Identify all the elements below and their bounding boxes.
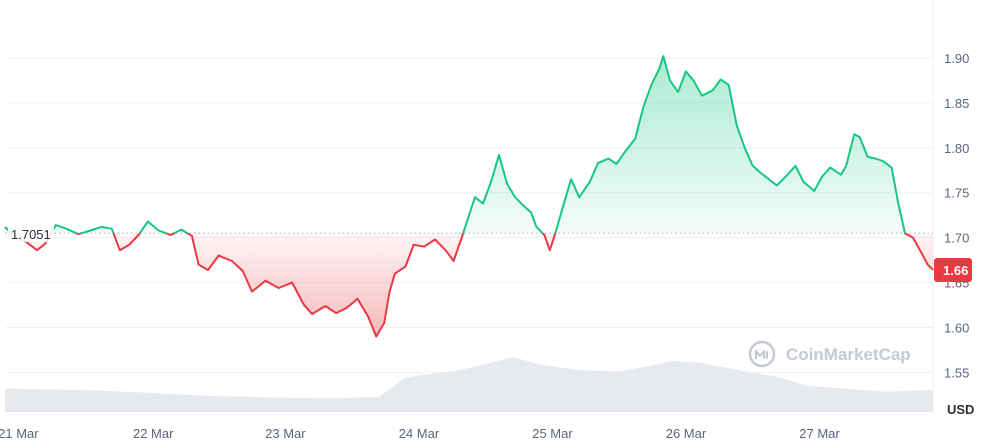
up-fill (5, 56, 905, 234)
volume-area-shape (5, 356, 933, 412)
y-tick-label: 1.70 (944, 231, 969, 246)
x-tick-label: 23 Mar (265, 426, 306, 441)
watermark-text: CoinMarketCap (786, 345, 911, 364)
reference-price-label: 1.7051 (8, 225, 54, 243)
x-tick-label: 22 Mar (133, 426, 174, 441)
currency-label: USD (947, 402, 974, 417)
coinmarketcap-logo-icon (748, 340, 776, 368)
y-tick-label: 1.75 (944, 186, 969, 201)
current-price-text: 1.66 (943, 263, 968, 278)
x-tick-label: 25 Mar (532, 426, 573, 441)
x-tick-label: 21 Mar (0, 426, 39, 441)
price-fill (5, 56, 933, 337)
y-tick-label: 1.55 (944, 365, 969, 380)
y-tick-label: 1.60 (944, 321, 969, 336)
y-tick-label: 1.80 (944, 141, 969, 156)
price-line (4, 55, 934, 338)
watermark: CoinMarketCap (748, 340, 911, 368)
x-tick-label: 24 Mar (399, 426, 440, 441)
volume-area (5, 356, 933, 412)
y-tick-label: 1.90 (944, 51, 969, 66)
up-line (4, 55, 907, 234)
x-tick-label: 26 Mar (666, 426, 707, 441)
reference-price-text: 1.7051 (11, 227, 51, 242)
y-tick-label: 1.85 (944, 96, 969, 111)
grid-lines (5, 0, 934, 412)
x-tick-label: 27 Mar (799, 426, 840, 441)
down-fill (5, 233, 933, 337)
current-price-tag: 1.66 (934, 258, 972, 283)
